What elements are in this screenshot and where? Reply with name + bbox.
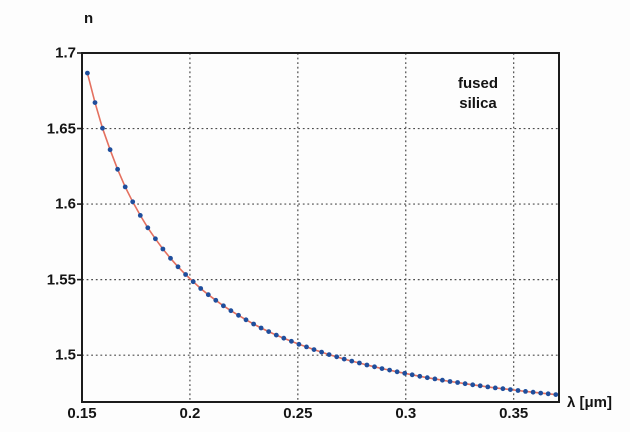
data-point: [221, 303, 226, 309]
annotation-line-2: silica: [459, 95, 497, 112]
data-point: [379, 366, 385, 371]
data-point: [402, 370, 408, 376]
data-point: [251, 321, 256, 327]
data-point: [530, 389, 536, 395]
data-point: [281, 335, 287, 341]
data-point: [485, 384, 491, 390]
data-point: [100, 125, 105, 131]
data-point: [107, 147, 113, 153]
x-tick-label: 0.2: [179, 405, 201, 422]
data-point: [304, 344, 309, 350]
material-annotation: fused silica: [430, 74, 526, 114]
annotation-line-1: fused: [457, 75, 498, 92]
data-point: [372, 364, 377, 370]
data-point: [153, 236, 158, 242]
data-point: [92, 100, 98, 105]
data-point: [311, 347, 317, 352]
data-point: [273, 332, 279, 338]
data-point: [122, 184, 128, 190]
data-point: [387, 367, 392, 373]
x-tick-label: 0.25: [283, 405, 313, 422]
data-point: [470, 382, 476, 388]
data-point: [394, 369, 400, 375]
data-point: [319, 349, 324, 355]
data-point: [236, 312, 241, 318]
data-point: [289, 338, 294, 344]
data-point: [258, 325, 264, 331]
y-tick-label: 1.7: [55, 44, 76, 62]
y-tick-label: 1.55: [46, 271, 76, 289]
y-axis-title: n: [84, 10, 94, 27]
data-point: [168, 255, 173, 261]
data-point: [447, 379, 453, 384]
data-point: [500, 386, 506, 392]
data-point: [538, 390, 544, 396]
data-point: [515, 388, 521, 393]
data-point: [417, 373, 423, 379]
data-point: [190, 279, 196, 285]
y-tick-label: 1.5: [55, 346, 76, 364]
data-point: [334, 354, 340, 360]
data-point: [492, 385, 498, 391]
data-point: [228, 308, 234, 314]
data-point: [266, 329, 272, 334]
y-tick-label: 1.65: [46, 120, 76, 138]
data-point: [85, 70, 90, 76]
data-point: [243, 317, 249, 323]
x-tick-label: 0.3: [395, 405, 417, 422]
data-point: [455, 380, 460, 385]
y-tick-label: 1.6: [55, 195, 76, 213]
data-point: [462, 381, 468, 387]
data-point: [213, 297, 219, 303]
data-point: [409, 372, 415, 378]
data-point: [523, 389, 528, 394]
data-point: [477, 383, 483, 389]
data-point: [205, 292, 211, 298]
data-series-layer: [85, 70, 559, 397]
data-point: [130, 199, 136, 205]
dispersion-curve-line: [86, 72, 556, 396]
plot-frame: [77, 52, 560, 403]
data-point: [424, 375, 430, 381]
data-point: [160, 246, 166, 252]
data-point: [137, 213, 143, 218]
data-point: [296, 341, 302, 347]
data-point: [183, 272, 189, 277]
data-point: [432, 376, 438, 382]
data-point: [349, 358, 355, 364]
data-point: [545, 391, 551, 397]
x-tick-label: 0.35: [499, 405, 529, 422]
data-point: [357, 360, 362, 366]
data-point: [553, 392, 559, 397]
data-point: [508, 387, 513, 392]
data-point: [175, 264, 181, 270]
data-point: [364, 362, 370, 368]
data-point: [198, 286, 204, 291]
x-tick-label: 0.15: [67, 405, 97, 422]
data-point: [341, 356, 347, 362]
data-point: [326, 352, 332, 357]
data-point: [145, 225, 151, 231]
x-axis-title: λ [μm]: [567, 394, 613, 411]
data-point: [115, 166, 120, 172]
data-point: [440, 377, 445, 383]
